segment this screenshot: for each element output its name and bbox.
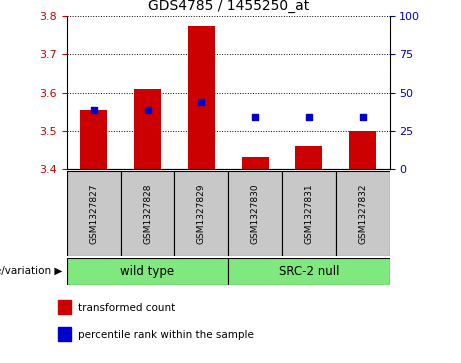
Bar	[174, 171, 228, 256]
Bar	[282, 171, 336, 256]
Bar	[228, 171, 282, 256]
Text: SRC-2 null: SRC-2 null	[278, 265, 339, 278]
Bar	[296, 146, 322, 169]
Point	[144, 107, 151, 113]
Bar	[67, 171, 121, 256]
Point	[90, 107, 97, 113]
Bar	[67, 258, 228, 285]
Bar	[80, 110, 107, 169]
Text: genotype/variation ▶: genotype/variation ▶	[0, 266, 62, 276]
Text: wild type: wild type	[120, 265, 175, 278]
Title: GDS4785 / 1455250_at: GDS4785 / 1455250_at	[148, 0, 309, 13]
Bar	[336, 171, 390, 256]
Bar	[58, 300, 71, 314]
Bar	[228, 258, 390, 285]
Bar	[58, 327, 71, 341]
Point	[305, 114, 313, 120]
Text: GSM1327827: GSM1327827	[89, 183, 98, 244]
Text: GSM1327832: GSM1327832	[358, 183, 367, 244]
Point	[251, 114, 259, 120]
Text: percentile rank within the sample: percentile rank within the sample	[78, 330, 254, 340]
Bar	[349, 131, 376, 169]
Point	[198, 99, 205, 105]
Text: GSM1327830: GSM1327830	[251, 183, 260, 244]
Bar	[121, 171, 174, 256]
Text: transformed count: transformed count	[78, 303, 175, 313]
Bar	[188, 26, 215, 169]
Text: GSM1327828: GSM1327828	[143, 183, 152, 244]
Text: GSM1327829: GSM1327829	[197, 183, 206, 244]
Bar	[242, 157, 268, 169]
Point	[359, 114, 366, 120]
Text: GSM1327831: GSM1327831	[304, 183, 313, 244]
Bar	[134, 89, 161, 169]
